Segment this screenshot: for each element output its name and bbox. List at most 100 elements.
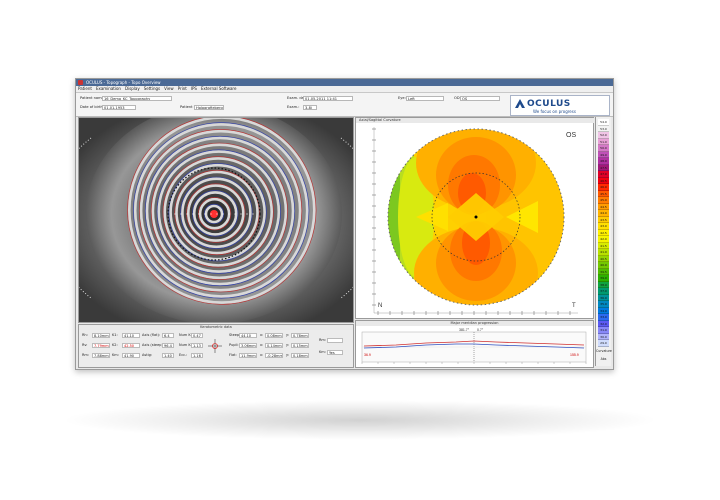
reflection-shadow bbox=[60, 400, 660, 440]
od-label: OD bbox=[454, 96, 460, 100]
pupil-label: Pupil: bbox=[229, 343, 239, 347]
extra-km-label: Km: bbox=[319, 350, 326, 354]
scale-cell: 38.0 bbox=[598, 281, 609, 288]
data-title: Keratometric data bbox=[79, 325, 353, 330]
exam-date-label: Exam. date: bbox=[287, 96, 309, 100]
menu-patient[interactable]: Patient bbox=[78, 86, 92, 91]
pupil-value: 3.06mm bbox=[239, 343, 257, 348]
exam-no-label: Exam.: bbox=[287, 105, 300, 109]
scale-cell: 42.0 bbox=[598, 236, 609, 243]
curvature-map-panel[interactable]: Axial/Sagittal Curvature bbox=[355, 117, 596, 319]
oculus-logo-icon bbox=[515, 99, 525, 108]
map-temporal-label: T bbox=[572, 303, 576, 309]
ring-edge-trace bbox=[186, 183, 246, 243]
od-value[interactable]: OS bbox=[460, 96, 500, 101]
eye-value[interactable]: Left bbox=[406, 96, 444, 101]
scale-cell: 46.0 bbox=[598, 184, 609, 191]
eye-image-panel[interactable] bbox=[76, 104, 384, 324]
x2-value: 0.14mm bbox=[265, 343, 283, 348]
y1-label: y: bbox=[286, 333, 289, 337]
menu-settings[interactable]: Settings bbox=[143, 86, 161, 91]
eye-label: Eye: bbox=[398, 96, 406, 100]
scale-cell: 43.0 bbox=[598, 223, 609, 230]
extra-rm-value bbox=[327, 338, 343, 343]
menu-view[interactable]: View bbox=[164, 86, 174, 91]
placido-ring bbox=[151, 143, 288, 280]
scale-cell: 52.0 bbox=[598, 132, 609, 139]
k2-value: 42.50 bbox=[122, 343, 140, 348]
menu-ips[interactable]: IPS bbox=[190, 86, 197, 91]
ring-edge-trace bbox=[180, 176, 253, 249]
rv-label: Rv: bbox=[82, 343, 88, 347]
placido-ring bbox=[145, 136, 295, 286]
menu-examination[interactable]: Examination bbox=[95, 86, 121, 91]
k1-value: 41.10 bbox=[122, 333, 140, 338]
rh-label: Rh: bbox=[82, 333, 88, 337]
menu-display[interactable]: Display bbox=[124, 86, 140, 91]
scale-cell: 44.5 bbox=[598, 203, 609, 210]
num-k2-label: Num K: bbox=[179, 343, 192, 347]
patient-id-label: Patient ID: bbox=[180, 105, 199, 109]
patient-id-value[interactable]: Holografieberg bbox=[194, 105, 224, 110]
dob-label: Date of birth: bbox=[80, 105, 104, 109]
keratometric-values: Rh: 8.10mm Rv: 7.79mm Rm: 7.88mm K1: 41.10 K… bbox=[79, 331, 355, 368]
patient-info-bar: Patient name: 16_Demo_KC_Topography Date… bbox=[76, 93, 613, 117]
scale-cell: 34.0 bbox=[598, 307, 609, 314]
scale-cell: 29.0 bbox=[598, 340, 609, 347]
rm-value: 7.88mm bbox=[92, 353, 110, 358]
placido-ring bbox=[187, 184, 245, 242]
k1-label: K1: bbox=[112, 333, 118, 337]
scale-unit-label: Curvature bbox=[596, 349, 612, 353]
curvature-map: OS N T bbox=[372, 127, 578, 315]
y2-label: y: bbox=[286, 343, 289, 347]
profile-top-right: 0.7° bbox=[477, 328, 484, 332]
x3-value: -0.28mm bbox=[265, 353, 283, 358]
num-k2-value: 1.13 bbox=[191, 343, 203, 348]
scale-cell: 41.5 bbox=[598, 242, 609, 249]
steep-label: Steep: bbox=[229, 333, 241, 337]
dob-value[interactable]: 01.01.1953 bbox=[102, 105, 136, 110]
scale-abs-label[interactable]: Abs bbox=[600, 357, 607, 361]
logo-tagline: We focus on progress bbox=[533, 109, 576, 114]
application-window: OCULUS - Topograph - Topo Overview Patie… bbox=[75, 78, 614, 370]
exam-date-value[interactable]: 01.05.2011 11:41 bbox=[303, 96, 353, 101]
scale-cell: 40.5 bbox=[598, 255, 609, 262]
scale-cell: 44.0 bbox=[598, 210, 609, 217]
steep-value: 44.10 bbox=[239, 333, 257, 338]
menu-external-software[interactable]: External Software bbox=[200, 86, 237, 91]
scale-cell: 33.0 bbox=[598, 314, 609, 321]
x3-label: x: bbox=[260, 353, 264, 357]
scale-cell: 39.5 bbox=[598, 268, 609, 275]
oculus-logo: OCULUS We focus on progress bbox=[510, 95, 610, 116]
scale-cell: 42.5 bbox=[598, 229, 609, 236]
map-eye-label: OS bbox=[566, 132, 576, 139]
astig-value: 1.40 bbox=[162, 353, 174, 358]
meridian-progression-panel[interactable]: Major meridian progression 36.9 155.9 38… bbox=[355, 320, 594, 368]
x2-label: x: bbox=[260, 343, 264, 347]
patient-name-value[interactable]: 16_Demo_KC_Topography bbox=[102, 96, 172, 101]
scale-cell: 50.0 bbox=[598, 145, 609, 152]
map-nasal-label: N bbox=[378, 303, 382, 309]
menu-print[interactable]: Print bbox=[177, 86, 187, 91]
exam-no-value[interactable]: 3-8j bbox=[303, 105, 317, 110]
axis-steep-label: Axis (steep): bbox=[142, 343, 165, 347]
keratometric-data-panel: Keratometric data Rh: 8.10mm Rv: 7.79mm Rm… bbox=[78, 324, 354, 368]
scale-cell: 45.0 bbox=[598, 197, 609, 204]
app-icon bbox=[78, 80, 83, 85]
scale-cell: 53.0 bbox=[598, 125, 609, 132]
ring-edge-trace bbox=[162, 156, 274, 268]
flat-label: Flat: bbox=[229, 353, 237, 357]
km-label: Km: bbox=[112, 353, 119, 357]
profile-right-value: 155.9 bbox=[570, 353, 579, 357]
num-k1-value: 0.47 bbox=[191, 333, 203, 338]
scale-cell: 43.5 bbox=[598, 216, 609, 223]
scale-cell: 49.0 bbox=[598, 151, 609, 158]
num-k1-label: Num K: bbox=[179, 333, 192, 337]
ring-edge-trace bbox=[133, 122, 310, 299]
scale-cell: 54.0 bbox=[598, 119, 609, 126]
km-value: 41.90 bbox=[122, 353, 140, 358]
menu-bar: Patient Examination Display Settings Vie… bbox=[76, 86, 613, 93]
scale-cell: 39.0 bbox=[598, 275, 609, 282]
color-scale-bar[interactable]: 54.0 53.0 52.0 51.0 50.0 49.0 48.0 47.5 47.0 46.5… bbox=[595, 117, 612, 366]
scale-cell: 46.5 bbox=[598, 177, 609, 184]
